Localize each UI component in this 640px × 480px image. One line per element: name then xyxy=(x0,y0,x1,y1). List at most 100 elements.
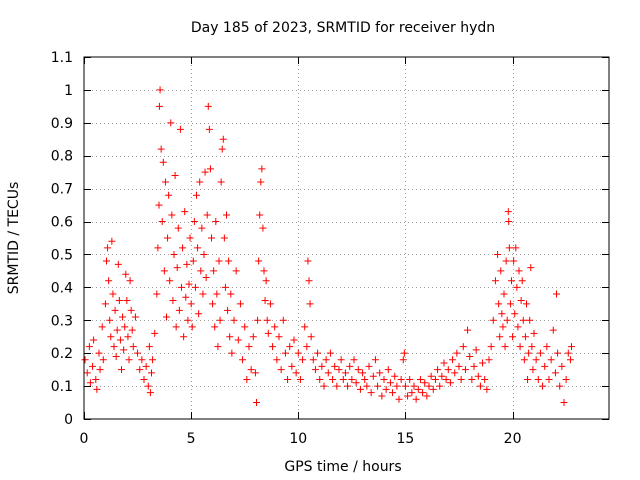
data-point xyxy=(479,359,487,367)
data-point xyxy=(124,333,132,341)
data-point xyxy=(397,376,405,384)
data-point xyxy=(558,362,566,370)
data-point xyxy=(216,316,224,324)
data-point xyxy=(503,316,511,324)
data-point xyxy=(142,362,150,370)
data-point xyxy=(498,310,506,318)
data-point xyxy=(98,323,106,331)
data-point xyxy=(352,379,360,387)
data-point xyxy=(519,316,527,324)
y-tick-label: 0.5 xyxy=(51,247,73,263)
data-point xyxy=(241,323,249,331)
data-point xyxy=(520,356,528,364)
data-point xyxy=(451,369,459,377)
data-point xyxy=(138,356,146,364)
data-point xyxy=(505,218,513,226)
data-point xyxy=(184,316,192,324)
data-point xyxy=(197,267,205,275)
data-point xyxy=(220,234,228,242)
data-point xyxy=(427,372,435,380)
data-point xyxy=(410,382,418,390)
data-point xyxy=(391,372,399,380)
data-point xyxy=(262,277,270,285)
data-point xyxy=(404,392,412,400)
data-point xyxy=(234,336,242,344)
data-point xyxy=(174,224,182,232)
data-point xyxy=(131,313,139,321)
data-point xyxy=(119,313,127,321)
data-point xyxy=(416,376,424,384)
data-point xyxy=(196,178,204,186)
data-point xyxy=(296,376,304,384)
data-point xyxy=(118,366,125,374)
data-point xyxy=(83,369,91,377)
data-point xyxy=(176,125,184,133)
data-point xyxy=(151,329,159,337)
y-tick-label: 0 xyxy=(64,412,73,428)
data-point xyxy=(508,277,515,285)
data-point xyxy=(525,349,533,357)
data-point xyxy=(201,168,209,176)
data-point xyxy=(155,201,163,209)
data-point xyxy=(224,306,232,314)
data-point xyxy=(255,257,263,265)
data-point xyxy=(532,356,540,364)
data-point xyxy=(279,316,287,324)
data-point xyxy=(171,171,179,179)
data-point xyxy=(455,362,463,370)
data-point xyxy=(459,343,467,351)
data-point xyxy=(226,333,234,341)
data-point xyxy=(534,376,542,384)
data-point xyxy=(183,260,191,268)
data-point xyxy=(259,224,267,232)
data-point xyxy=(113,326,121,334)
data-point xyxy=(562,376,570,384)
data-point xyxy=(453,349,461,357)
data-point xyxy=(335,366,343,374)
data-point xyxy=(213,290,221,298)
y-tick-label: 0.4 xyxy=(51,280,73,296)
data-point xyxy=(523,300,530,308)
data-point xyxy=(212,218,220,226)
data-point xyxy=(421,379,429,387)
data-point xyxy=(517,297,525,305)
data-point xyxy=(90,336,98,344)
data-point xyxy=(527,264,535,272)
data-point xyxy=(384,366,392,374)
data-point xyxy=(344,382,352,390)
data-point xyxy=(169,297,177,305)
data-point xyxy=(543,343,551,351)
data-point xyxy=(400,349,408,357)
data-point xyxy=(408,389,416,397)
data-point xyxy=(200,250,208,258)
data-point xyxy=(277,366,285,374)
data-point xyxy=(495,300,503,308)
data-point xyxy=(499,323,507,331)
data-point xyxy=(470,362,478,370)
data-point xyxy=(160,267,168,275)
data-point xyxy=(189,257,197,265)
data-point xyxy=(156,86,164,94)
data-point xyxy=(264,329,272,337)
data-point xyxy=(491,277,499,285)
data-point xyxy=(350,356,358,364)
data-point xyxy=(260,267,268,275)
data-point xyxy=(263,316,271,324)
data-point xyxy=(395,395,403,403)
data-point xyxy=(378,392,386,400)
data-point xyxy=(536,349,544,357)
data-point xyxy=(309,356,317,364)
data-point xyxy=(513,283,521,291)
data-point xyxy=(518,277,526,285)
data-point xyxy=(175,306,183,314)
data-point xyxy=(203,211,211,219)
data-point xyxy=(210,267,218,275)
data-point xyxy=(281,349,289,357)
data-point xyxy=(423,392,431,400)
data-point xyxy=(163,313,170,321)
data-point xyxy=(286,343,294,351)
data-point xyxy=(243,376,251,384)
data-point xyxy=(185,280,193,288)
data-point xyxy=(376,369,384,377)
data-point xyxy=(258,165,266,173)
